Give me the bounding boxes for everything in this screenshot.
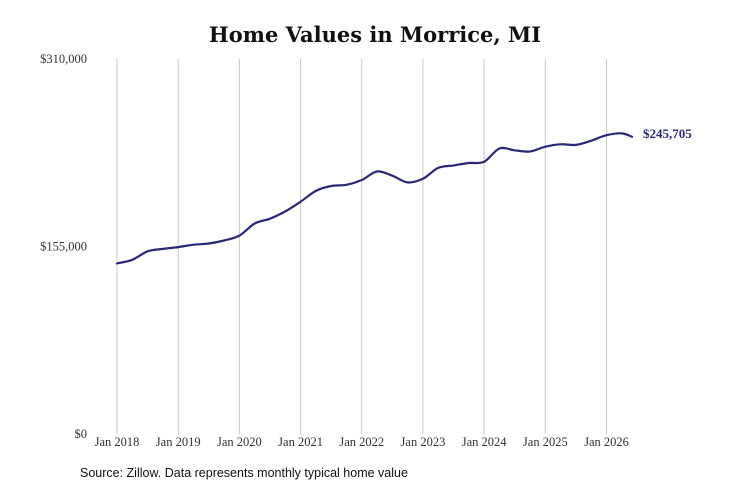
x-tick-label: Jan 2018 (95, 435, 140, 449)
x-tick-label: Jan 2026 (584, 435, 629, 449)
series-line (115, 132, 634, 265)
y-axis-ticks: $310,000 $155,000 $0 (40, 52, 87, 441)
x-tick-label: Jan 2022 (339, 435, 384, 449)
y-tick-label: $0 (75, 427, 88, 441)
x-tick-label: Jan 2020 (217, 435, 262, 449)
source-note: Source: Zillow. Data represents monthly … (80, 466, 408, 480)
x-tick-label: Jan 2025 (523, 435, 568, 449)
x-tick-label: Jan 2021 (278, 435, 323, 449)
chart-title: Home Values in Morrice, MI (209, 22, 541, 47)
grid-lines (116, 59, 608, 434)
x-axis-ticks: Jan 2018 Jan 2019 Jan 2020 Jan 2021 Jan 2022… (95, 435, 629, 449)
x-tick-label: Jan 2023 (401, 435, 446, 449)
y-tick-label: $310,000 (40, 52, 87, 66)
x-tick-label: Jan 2024 (462, 435, 508, 449)
end-value-label: $245,705 (643, 126, 692, 141)
x-tick-label: Jan 2019 (156, 435, 201, 449)
y-tick-label: $155,000 (40, 240, 87, 254)
